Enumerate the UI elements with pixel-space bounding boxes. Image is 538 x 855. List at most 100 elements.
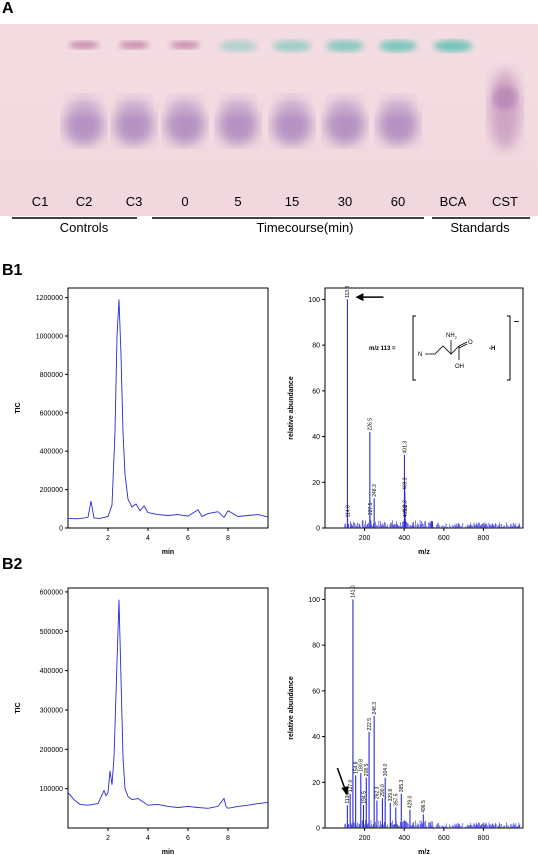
plot-frame — [324, 287, 524, 529]
y-tick-label: 200000 — [40, 487, 63, 494]
y-axis-label: TIC — [15, 702, 22, 713]
y-tick-label: 80 — [312, 643, 320, 650]
y-tick-label: 1200000 — [36, 295, 63, 302]
purple-spot-halo — [118, 95, 150, 115]
pink-top-spot — [170, 41, 200, 49]
peak-label: 226.5 — [368, 418, 374, 431]
teal-spot — [219, 40, 257, 52]
x-tick-label: 2 — [106, 835, 110, 842]
structure-charge: – — [514, 316, 519, 326]
y-tick-label: 0 — [316, 826, 320, 833]
y-tick-label: 400000 — [40, 449, 63, 456]
b1-mass-spectrum: 200 400 600 800 0 20 40 60 80 100 m/z relative abun… — [288, 286, 524, 555]
structure-bracket-right — [507, 315, 511, 381]
peak-label: 114.0 — [345, 505, 351, 517]
structure-o-atom: O — [468, 340, 473, 346]
plot-frame — [67, 587, 269, 829]
x-axis-label: min — [162, 849, 174, 855]
teal-spot — [379, 40, 417, 52]
x-tick-label: 2 — [106, 535, 110, 542]
y-tick-label: 800000 — [40, 372, 63, 379]
x-tick-label: 6 — [186, 835, 190, 842]
x-tick-label: 400 — [398, 535, 410, 542]
peak-label: 357.5 — [394, 793, 400, 806]
y-tick-label: 500000 — [40, 629, 63, 636]
lane-label-c2: C2 — [76, 194, 93, 209]
peak-label: 180.8 — [359, 759, 365, 772]
peak-label: 154.8 — [353, 761, 359, 774]
peak-label: 304.0 — [383, 763, 389, 776]
plot-frame — [67, 287, 269, 529]
structure-nh2-sub: 2 — [455, 335, 458, 340]
tlc-lane-labels: C1 C2 C3 0 5 15 30 60 BCA CST — [32, 194, 518, 209]
y-tick-label: 0 — [316, 526, 320, 533]
peak-label: 208.5 — [364, 763, 370, 776]
x-tick-label: 6 — [186, 535, 190, 542]
peak-label: 127.0 — [348, 779, 354, 792]
y-tick-label: 100 — [308, 297, 320, 304]
peak-label: 403.3 — [403, 477, 409, 490]
lane-label-30: 30 — [338, 194, 352, 209]
peak-label: 113.0 — [345, 791, 351, 803]
y-tick-label: 1000000 — [36, 334, 63, 341]
peak-label: 141.0 — [351, 585, 357, 598]
structure-bond-co — [458, 341, 468, 347]
x-axis-label: min — [162, 549, 174, 555]
peak-label: 248.3 — [372, 702, 378, 715]
peak-label: 429.0 — [408, 795, 414, 808]
panel-a-label: A — [2, 0, 14, 17]
group-label-standards: Standards — [450, 220, 510, 235]
x-tick-label: 8 — [226, 535, 230, 542]
purple-spot-halo — [276, 95, 308, 115]
arrow-line — [336, 767, 347, 791]
peak-label: 290.0 — [380, 784, 386, 797]
x-tick-label: 200 — [359, 835, 371, 842]
purple-spot — [114, 105, 154, 145]
purple-spot — [165, 105, 205, 145]
structure-mz-label: m/z 113 = — [369, 346, 396, 352]
structure-bond-co2 — [458, 343, 468, 349]
arrow-head-icon — [341, 786, 349, 796]
lane-label-bca: BCA — [440, 194, 467, 209]
peak-label: 405.3 — [403, 505, 409, 518]
x-tick-label: 600 — [438, 535, 450, 542]
purple-spot — [64, 105, 104, 145]
y-tick-label: 400000 — [40, 668, 63, 675]
lane-label-60: 60 — [391, 194, 405, 209]
y-tick-label: 60 — [312, 688, 320, 695]
peak-label: 227.5 — [368, 502, 374, 515]
lane-label-cst: CST — [492, 194, 518, 209]
structure-bracket-left — [412, 315, 416, 381]
x-tick-label: 200 — [359, 535, 371, 542]
lane-label-15: 15 — [285, 194, 299, 209]
peak-label: 222.5 — [367, 718, 373, 731]
x-tick-label: 8 — [226, 835, 230, 842]
purple-spot — [325, 105, 365, 145]
x-tick-label: 4 — [146, 835, 150, 842]
b1-tic-chromatogram: 2 4 6 8 0 200000 400000 600000 800000 1000000 1200… — [15, 287, 269, 555]
y-axis-label: TIC — [15, 402, 22, 413]
purple-spot — [272, 105, 312, 145]
lane-label-0: 0 — [181, 194, 188, 209]
tic-trace — [67, 599, 269, 809]
arrow-head-icon — [355, 293, 364, 302]
tic-trace — [67, 299, 269, 520]
group-label-controls: Controls — [60, 220, 109, 235]
teal-spot — [273, 40, 311, 52]
purple-spot-halo — [382, 95, 414, 115]
x-tick-label: 800 — [478, 835, 490, 842]
x-tick-label: 400 — [398, 835, 410, 842]
y-tick-label: 40 — [312, 434, 320, 441]
structure-n-atom: N — [418, 352, 422, 358]
structure-oh: OH — [455, 364, 464, 370]
y-axis-label: relative abundance — [288, 676, 295, 740]
y-tick-label: 20 — [312, 480, 320, 487]
teal-spot — [326, 40, 364, 52]
x-axis-label: m/z — [418, 549, 430, 555]
y-tick-label: 100 — [308, 597, 320, 604]
b2-tic-chromatogram: 2 4 6 8 100000 200000 300000 400000 500000 600000… — [15, 587, 269, 855]
purple-spot-halo — [169, 95, 201, 115]
peak-label: 262.3 — [375, 786, 381, 799]
group-label-timecourse: Timecourse(min) — [256, 220, 353, 235]
teal-spot — [434, 40, 472, 52]
